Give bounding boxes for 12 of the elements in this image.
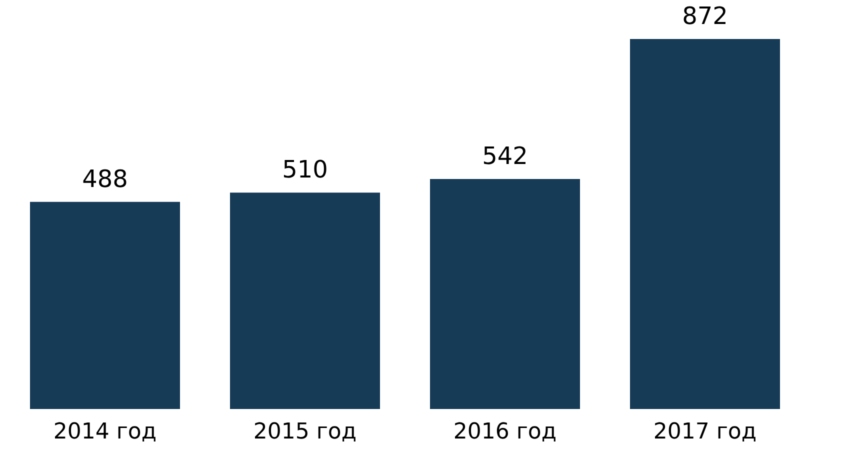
data-label: 872 bbox=[682, 2, 728, 30]
data-label: 510 bbox=[282, 156, 328, 184]
x-tick-label: 2015 год bbox=[253, 420, 357, 444]
bar bbox=[630, 39, 780, 409]
data-label: 488 bbox=[82, 164, 128, 193]
data-label: 542 bbox=[482, 142, 528, 170]
x-tick-label: 2016 год bbox=[453, 420, 557, 444]
bar bbox=[230, 192, 380, 409]
bar bbox=[430, 179, 580, 409]
bar bbox=[30, 202, 180, 409]
x-tick-label: 2014 год bbox=[53, 420, 157, 444]
x-tick-label: 2017 год bbox=[653, 420, 757, 444]
